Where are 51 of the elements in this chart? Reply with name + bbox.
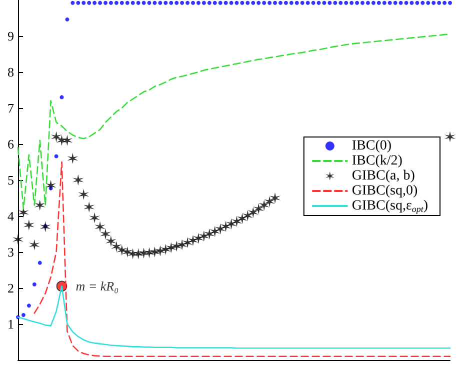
y-tick-label: 2 <box>8 280 14 296</box>
point <box>231 216 242 227</box>
y-tick-label: 1 <box>8 316 14 332</box>
legend-label: GIBC(a, b) <box>352 168 416 184</box>
point <box>110 241 122 252</box>
point <box>84 202 95 212</box>
point <box>105 236 116 247</box>
y-tick-label: 5 <box>8 172 14 188</box>
point <box>28 239 40 250</box>
point <box>171 240 182 252</box>
point <box>253 203 264 214</box>
point <box>12 234 24 245</box>
point <box>160 244 172 255</box>
point <box>166 242 177 254</box>
point <box>72 174 84 186</box>
point <box>236 213 248 224</box>
point <box>50 131 62 142</box>
point <box>226 218 237 230</box>
point <box>45 180 56 191</box>
point <box>40 221 51 232</box>
point <box>258 200 270 211</box>
y-tick-label: 9 <box>8 28 14 44</box>
point <box>89 212 100 224</box>
annotation: m = kR₀ <box>76 278 119 294</box>
point <box>116 244 128 256</box>
y-tick-label: 4 <box>8 208 14 224</box>
y-tick-label: 6 <box>8 136 14 152</box>
point <box>220 220 232 232</box>
point <box>94 221 106 232</box>
point <box>154 245 166 256</box>
point <box>444 131 456 142</box>
legend-label: IBC(0) <box>352 138 392 154</box>
point <box>67 152 78 164</box>
point <box>214 223 226 234</box>
point <box>242 210 254 222</box>
point <box>34 200 46 211</box>
y-tick-label: 8 <box>8 64 14 80</box>
legend-label: IBC(k/2) <box>352 154 403 168</box>
point <box>149 246 160 258</box>
point <box>248 206 259 218</box>
point <box>122 246 133 258</box>
point <box>78 188 90 200</box>
point <box>270 192 281 204</box>
legend-label: GIBC(sq,0) <box>352 184 418 198</box>
point <box>264 196 276 208</box>
point <box>100 228 111 240</box>
point <box>62 134 73 146</box>
point <box>204 228 215 240</box>
point <box>23 220 34 230</box>
y-tick-label: 3 <box>8 244 14 260</box>
y-tick-label: 7 <box>8 100 14 116</box>
